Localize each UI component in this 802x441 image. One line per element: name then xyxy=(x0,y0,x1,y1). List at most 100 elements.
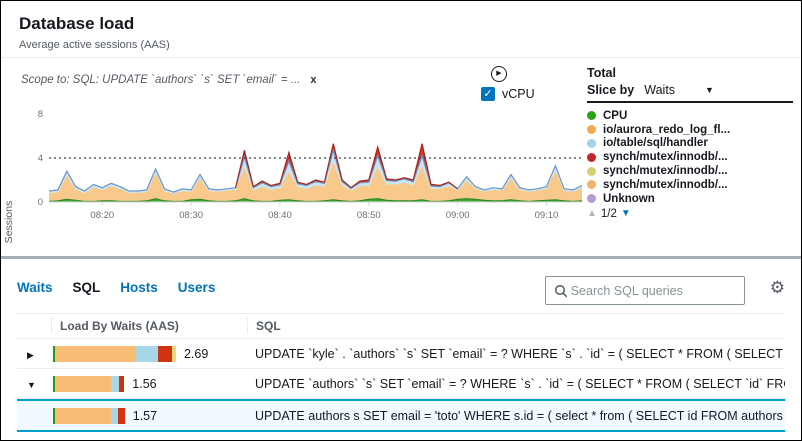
legend-prev-icon[interactable]: ▲ xyxy=(587,208,597,220)
legend-color-dot xyxy=(587,152,596,162)
svg-text:4: 4 xyxy=(38,153,43,164)
section-divider xyxy=(1,256,801,259)
legend-color-dot xyxy=(587,138,596,148)
settings-gear-button[interactable]: ⚙ xyxy=(769,278,785,297)
svg-text:0: 0 xyxy=(38,197,43,208)
load-bar-segment xyxy=(158,345,173,362)
chart-controls: ▶ ✓ vCPU xyxy=(481,66,535,101)
tab-waits[interactable]: Waits xyxy=(17,280,53,295)
load-bar-segment xyxy=(55,345,137,362)
legend-item[interactable]: CPU xyxy=(587,109,793,123)
row-expand-icon[interactable]: ▶ xyxy=(27,349,34,360)
legend-pagination: ▲ 1/2 ▼ xyxy=(587,208,793,220)
sessions-axis-label: Sessions xyxy=(3,200,15,244)
table-header-row: Load By Waits (AAS) SQL xyxy=(17,313,785,339)
legend-color-dot xyxy=(587,125,596,135)
column-header-load: Load By Waits (AAS) xyxy=(51,318,247,334)
legend-color-dot xyxy=(587,166,596,176)
sql-search-box[interactable] xyxy=(545,276,745,305)
chart-area-1 xyxy=(49,161,582,202)
page-title: Database load xyxy=(19,14,135,33)
legend-item-label: io/table/sql/handler xyxy=(603,137,708,150)
legend-items: CPU io/aurora_redo_log_fl... io/table/sql/… xyxy=(587,109,793,206)
svg-text:09:10: 09:10 xyxy=(535,210,559,221)
vcpu-control: ✓ vCPU xyxy=(481,87,535,101)
load-value: 2.69 xyxy=(183,346,209,361)
row-collapse-icon[interactable]: ▼ xyxy=(27,379,36,390)
load-bar xyxy=(53,375,125,392)
legend-header: Total Slice by Waits ▼ xyxy=(587,66,793,103)
scope-filter-label: Scope to: SQL: UPDATE `authors` `s` SET … xyxy=(21,74,301,86)
sql-search-input[interactable] xyxy=(570,283,736,298)
svg-text:09:00: 09:00 xyxy=(446,210,470,221)
load-bar-segment xyxy=(53,407,56,424)
scope-close-icon[interactable]: x xyxy=(310,74,317,86)
sql-text: UPDATE `kyle` . `authors` `s` SET `email… xyxy=(255,346,785,361)
legend-item-label: synch/mutex/innodb/... xyxy=(603,165,728,178)
load-value: 1.56 xyxy=(132,376,157,391)
table-row[interactable]: ▼ 1.56 UPDATE `authors` `s` SET `email` = … xyxy=(17,369,785,399)
database-load-chart-card: Scope to: SQL: UPDATE `authors` `s` SET … xyxy=(1,58,801,256)
load-chart[interactable]: 8 4 0 08:20 08:30 08:40 08:50 09:00 09:10 xyxy=(31,106,584,228)
svg-text:8: 8 xyxy=(38,109,43,120)
load-bar-segment xyxy=(172,345,176,362)
legend-color-dot xyxy=(587,111,596,121)
legend-color-dot xyxy=(587,180,596,190)
legend-item[interactable]: synch/mutex/innodb/... xyxy=(587,164,793,178)
legend-next-icon[interactable]: ▼ xyxy=(620,208,631,220)
load-bar-segment xyxy=(55,375,112,392)
sql-text: UPDATE `authors` `s` SET `email` = ? WHE… xyxy=(255,376,785,391)
legend-item[interactable]: Unknown xyxy=(587,192,793,206)
svg-text:08:50: 08:50 xyxy=(357,210,381,221)
load-bar-segment xyxy=(118,407,125,424)
svg-text:08:20: 08:20 xyxy=(90,210,114,221)
legend-color-dot xyxy=(587,194,596,204)
legend-item-label: synch/mutex/innodb/... xyxy=(603,178,728,191)
svg-text:08:30: 08:30 xyxy=(179,210,203,221)
slice-by-control[interactable]: Slice by Waits ▼ xyxy=(587,83,793,97)
chevron-down-icon[interactable]: ▼ xyxy=(705,85,714,95)
legend-item[interactable]: io/table/sql/handler xyxy=(587,137,793,151)
load-bar-segment xyxy=(111,375,119,392)
slice-by-label: Slice by xyxy=(587,83,635,97)
chart-legend: Total Slice by Waits ▼ CPU io/aurora_redo… xyxy=(587,66,793,220)
legend-item[interactable]: io/aurora_redo_log_fl... xyxy=(587,123,793,137)
load-bar-segment xyxy=(118,375,125,392)
column-header-sql: SQL xyxy=(247,318,785,334)
slice-by-value: Waits xyxy=(644,83,676,97)
load-bar-segment xyxy=(53,345,56,362)
dimension-tabs: Waits SQL Hosts Users xyxy=(17,259,785,295)
table-row[interactable]: ▶ 2.69 UPDATE `kyle` . `authors` `s` SET `… xyxy=(17,339,785,369)
load-bar-segment xyxy=(111,407,119,424)
search-icon xyxy=(554,284,567,298)
scope-filter-chip: Scope to: SQL: UPDATE `authors` `s` SET … xyxy=(21,74,317,86)
tab-hosts[interactable]: Hosts xyxy=(120,280,158,295)
legend-item-label: Unknown xyxy=(603,192,655,205)
svg-text:08:40: 08:40 xyxy=(268,210,292,221)
load-bar-segment xyxy=(136,345,159,362)
tab-sql[interactable]: SQL xyxy=(72,280,101,295)
play-button[interactable]: ▶ xyxy=(491,66,507,82)
legend-item[interactable]: synch/mutex/innodb/... xyxy=(587,150,793,164)
legend-item-label: io/aurora_redo_log_fl... xyxy=(603,123,731,136)
legend-item-label: CPU xyxy=(603,109,628,122)
legend-total-label: Total xyxy=(587,66,616,80)
legend-item-label: synch/mutex/innodb/... xyxy=(603,151,728,164)
sql-table: Load By Waits (AAS) SQL ▶ 2.69 UPDATE `kyl… xyxy=(17,313,785,432)
load-bar-segment xyxy=(53,375,56,392)
dimensions-table-section: Waits SQL Hosts Users ⚙ Load By Waits (AAS)… xyxy=(1,259,801,432)
load-bar xyxy=(53,407,125,424)
tab-users[interactable]: Users xyxy=(177,280,216,295)
load-bar-segment xyxy=(55,407,112,424)
legend-page-indicator: 1/2 xyxy=(600,207,617,220)
sql-text: UPDATE authors s SET email = 'toto' WHER… xyxy=(255,408,785,423)
legend-item[interactable]: synch/mutex/innodb/... xyxy=(587,178,793,192)
load-bar xyxy=(53,345,176,362)
load-value: 1.57 xyxy=(132,408,158,423)
vcpu-label: vCPU xyxy=(502,87,535,101)
table-body: ▶ 2.69 UPDATE `kyle` . `authors` `s` SET `… xyxy=(17,339,785,432)
header: Database load Average active sessions (A… xyxy=(1,1,801,58)
vcpu-checkbox[interactable]: ✓ xyxy=(481,87,495,101)
